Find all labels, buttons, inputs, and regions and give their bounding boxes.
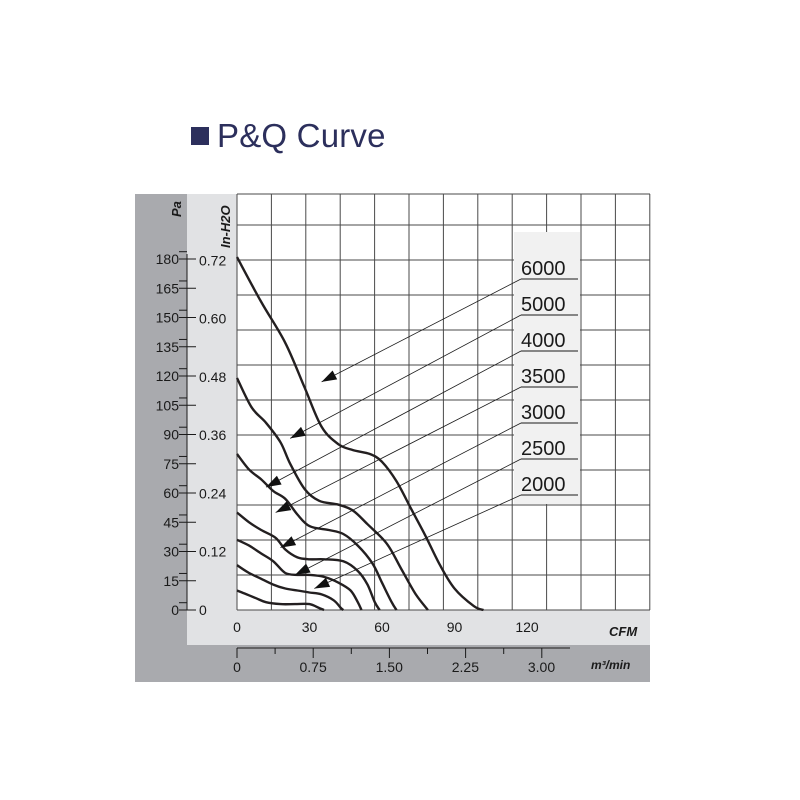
x-tick-label-cfm: 30	[302, 619, 318, 635]
y-tick-label-pa: 180	[156, 251, 180, 267]
x-tick-label-cfm: 0	[233, 619, 241, 635]
x-unit-cfm: CFM	[609, 624, 638, 639]
leader-line-5000	[289, 314, 522, 439]
legend-label-3000: 3000	[521, 402, 566, 424]
y-tick-label-pa: 15	[163, 573, 179, 589]
x-tick-label-m3: 1.50	[376, 659, 403, 675]
y-tick-label-pa: 120	[156, 368, 180, 384]
curve-2000	[236, 589, 325, 612]
page-title: P&Q Curve	[191, 114, 386, 158]
legend-label-2500: 2500	[521, 438, 566, 460]
left-dark-panel	[135, 194, 187, 682]
y-tick-label-pa: 0	[171, 602, 179, 618]
arrow-head-icon	[295, 563, 311, 575]
legend-label-4000: 4000	[521, 330, 566, 352]
y-tick-label-inh2o: 0	[199, 602, 207, 618]
x-unit-m3: m³/min	[591, 658, 630, 672]
curve-2500	[236, 564, 345, 611]
y-tick-label-inh2o: 0.36	[199, 427, 226, 443]
leader-line-3500	[275, 386, 522, 513]
y-tick-label-pa: 90	[163, 427, 179, 443]
x-tick-label-m3: 0.75	[300, 659, 327, 675]
y-tick-label-pa: 150	[156, 310, 180, 326]
leader-line-4000	[265, 350, 522, 488]
y-tick-label-pa: 45	[163, 514, 179, 530]
y-tick-label-pa: 30	[163, 544, 179, 560]
x-tick-label-cfm: 120	[515, 619, 539, 635]
x-tick-label-cfm: 90	[447, 619, 463, 635]
x-tick-label-cfm: 60	[374, 619, 390, 635]
arrow-head-icon	[321, 370, 338, 382]
leader-line-3000	[280, 422, 522, 548]
x-tick-label-m3: 3.00	[528, 659, 555, 675]
legend-label-5000: 5000	[521, 294, 566, 316]
y-tick-label-inh2o: 0.60	[199, 311, 226, 327]
y-unit-pa: Pa	[169, 201, 184, 217]
y-tick-label-pa: 135	[156, 339, 180, 355]
y-tick-label-inh2o: 0.24	[199, 485, 226, 501]
arrow-head-icon	[280, 536, 297, 548]
legend-label-6000: 6000	[521, 258, 566, 280]
y-tick-label-pa: 75	[163, 456, 179, 472]
curve-3500	[236, 511, 381, 611]
curve-4000	[236, 453, 398, 611]
y-unit-inh2o: In-H2O	[218, 205, 233, 248]
arrow-head-icon	[266, 475, 282, 488]
bottom-dark-panel	[135, 645, 650, 682]
leader-line-6000	[321, 278, 522, 383]
arrow-head-icon	[290, 426, 306, 439]
x-tick-label-m3: 2.25	[452, 659, 479, 675]
y-tick-label-inh2o: 0.12	[199, 544, 226, 560]
y-tick-label-pa: 165	[156, 280, 180, 296]
page-title-text: P&Q Curve	[217, 117, 386, 154]
legend-label-2000: 2000	[521, 474, 566, 496]
arrow-head-icon	[314, 577, 331, 589]
left-light-panel	[187, 194, 237, 645]
y-tick-label-pa: 60	[163, 485, 179, 501]
y-tick-label-pa: 105	[156, 397, 180, 413]
y-tick-label-inh2o: 0.48	[199, 369, 226, 385]
y-tick-label-inh2o: 0.72	[199, 252, 226, 268]
arrow-head-icon	[275, 501, 292, 513]
title-bullet-icon	[191, 127, 209, 145]
leader-line-2500	[294, 458, 522, 576]
x-tick-label-m3: 0	[233, 659, 241, 675]
bottom-light-panel	[187, 610, 650, 645]
legend-label-3500: 3500	[521, 366, 566, 388]
curve-5000	[235, 377, 429, 611]
curve-3000	[236, 538, 363, 611]
leader-line-2000	[314, 494, 522, 589]
curve-6000	[235, 256, 484, 612]
